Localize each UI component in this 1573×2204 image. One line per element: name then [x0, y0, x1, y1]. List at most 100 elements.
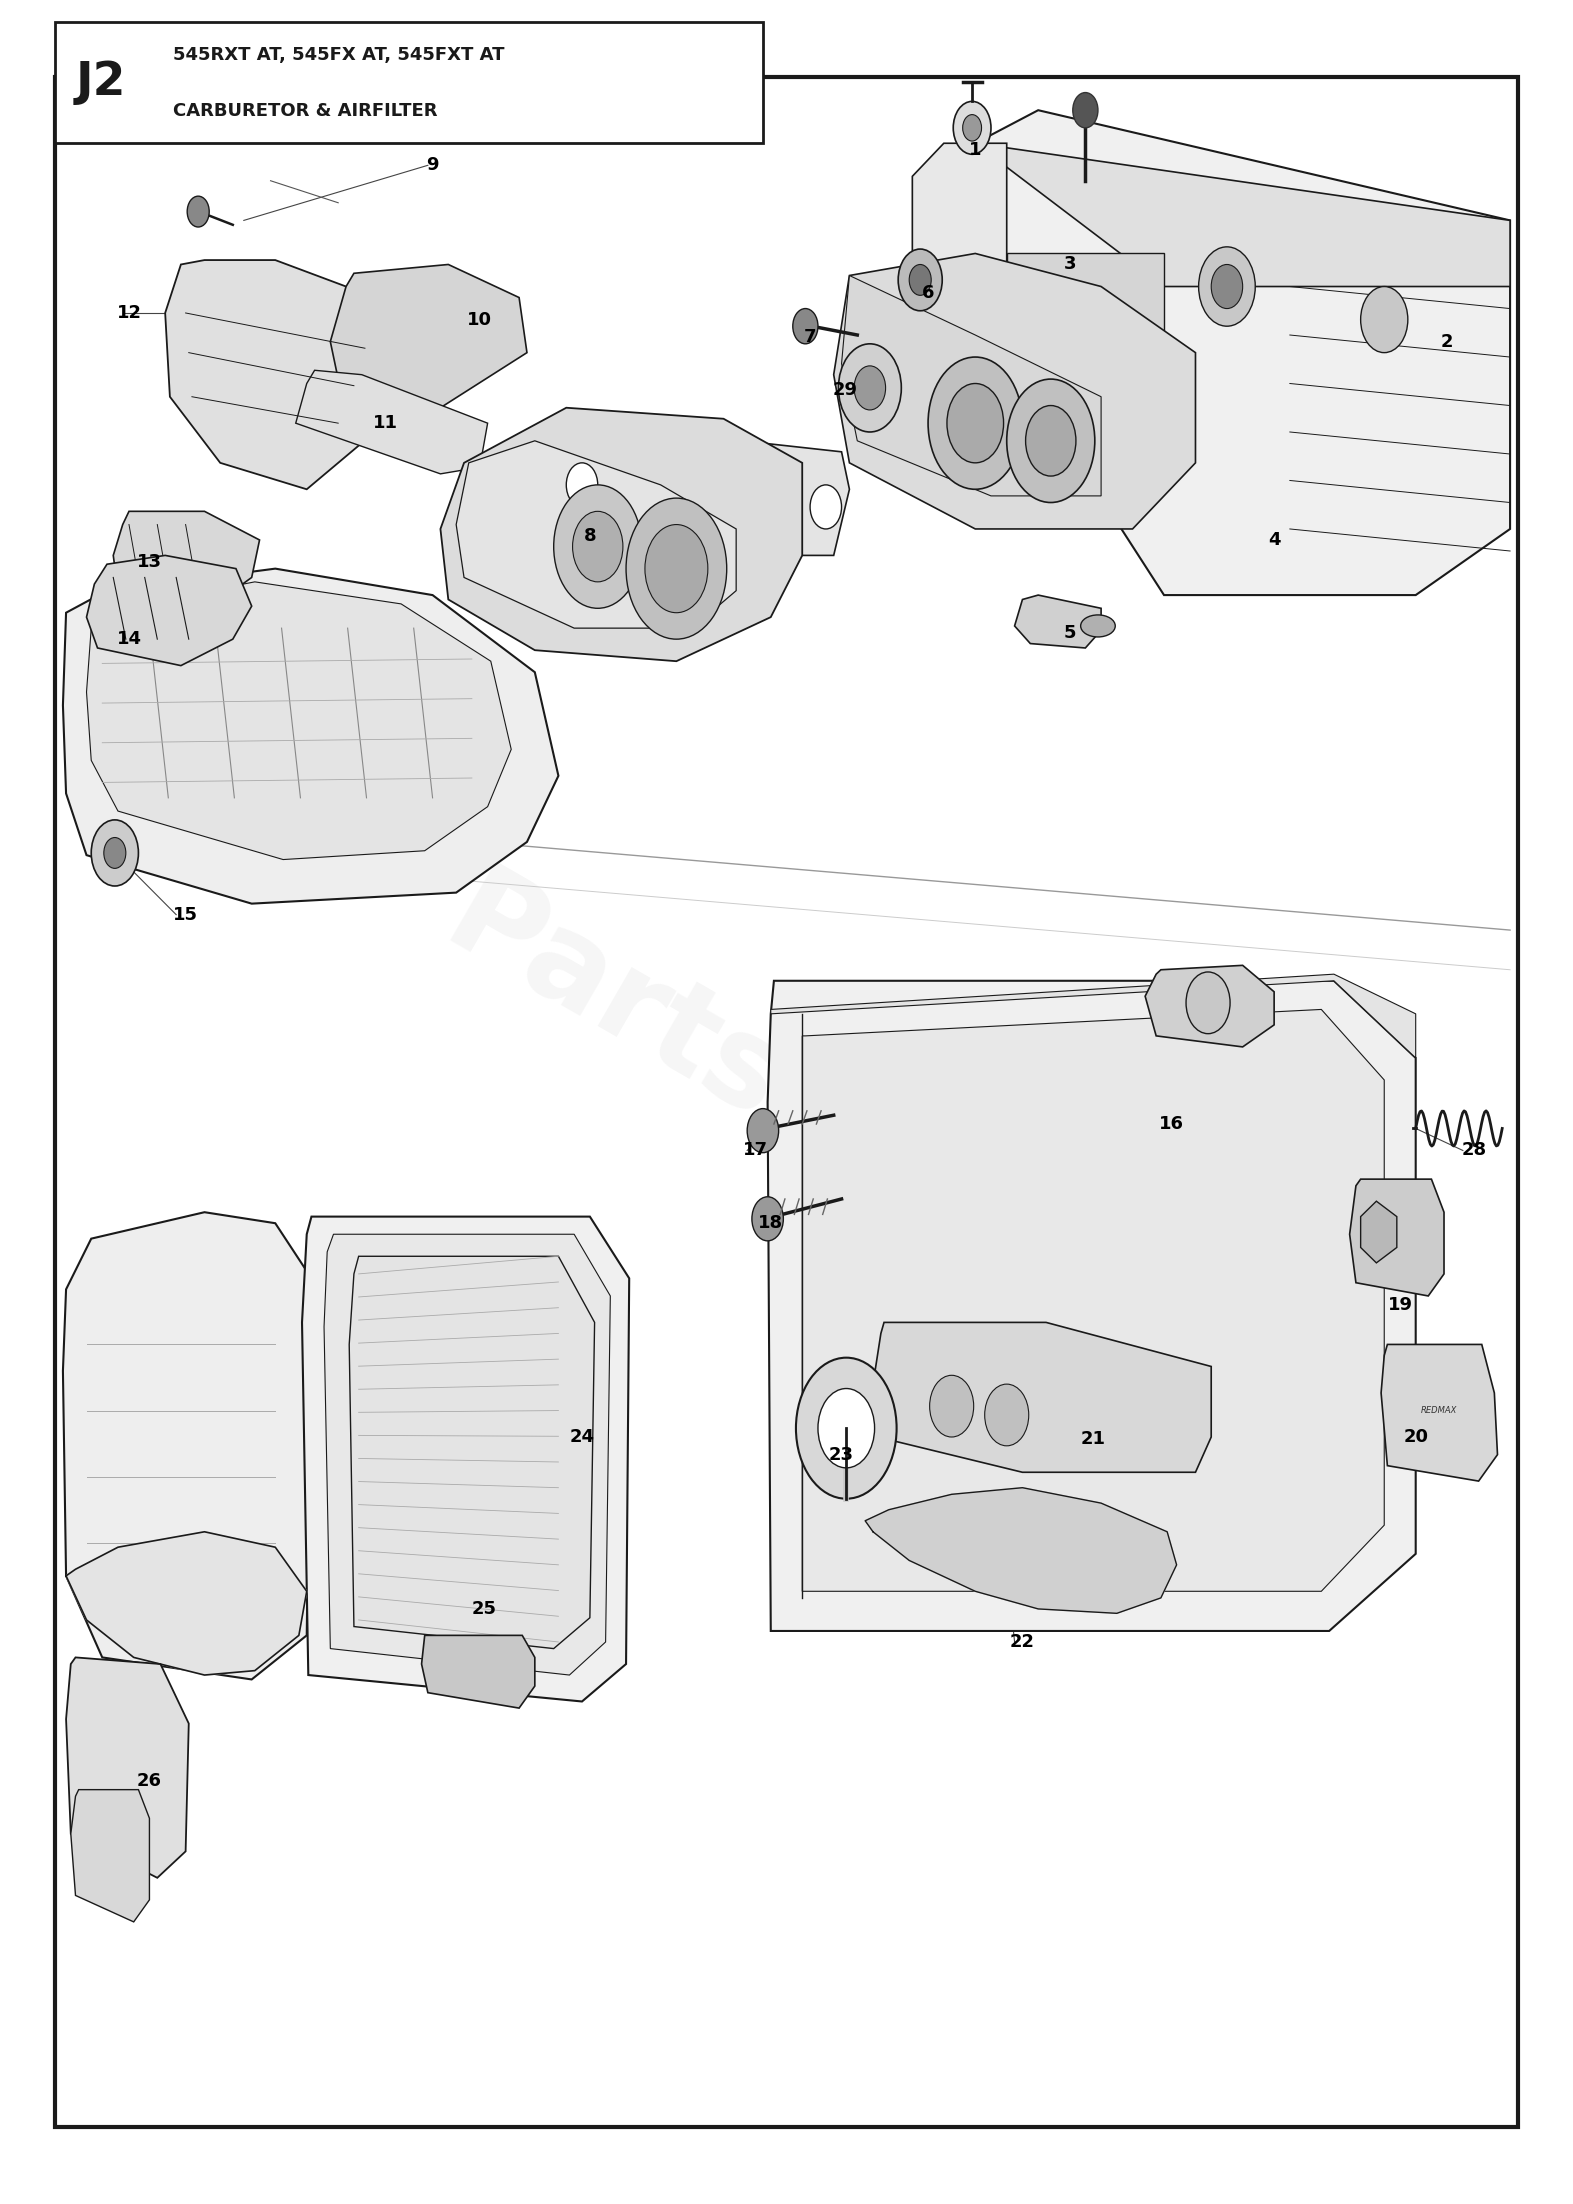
- Circle shape: [1199, 247, 1255, 326]
- Text: 7: 7: [804, 328, 816, 346]
- Circle shape: [626, 498, 727, 639]
- Polygon shape: [87, 582, 511, 860]
- Circle shape: [1361, 287, 1408, 353]
- Text: 16: 16: [1159, 1115, 1184, 1133]
- Circle shape: [928, 357, 1022, 489]
- Polygon shape: [802, 1009, 1384, 1591]
- Polygon shape: [873, 1322, 1211, 1472]
- Text: 545RXT AT, 545FX AT, 545FXT AT: 545RXT AT, 545FX AT, 545FXT AT: [173, 46, 505, 64]
- Polygon shape: [296, 370, 488, 474]
- Text: 19: 19: [1387, 1296, 1413, 1314]
- Text: 6: 6: [922, 284, 934, 302]
- Circle shape: [1186, 972, 1230, 1034]
- Circle shape: [1073, 93, 1098, 128]
- Polygon shape: [1015, 595, 1101, 648]
- Polygon shape: [302, 1217, 629, 1701]
- Text: 17: 17: [742, 1142, 768, 1159]
- Polygon shape: [865, 1488, 1177, 1613]
- Polygon shape: [113, 511, 260, 606]
- Polygon shape: [768, 981, 1416, 1631]
- Polygon shape: [456, 441, 736, 628]
- Polygon shape: [1381, 1344, 1497, 1481]
- Polygon shape: [975, 143, 1510, 287]
- Polygon shape: [63, 569, 558, 904]
- Circle shape: [898, 249, 942, 311]
- Polygon shape: [842, 276, 1101, 496]
- Circle shape: [104, 838, 126, 868]
- Circle shape: [818, 1389, 875, 1468]
- Circle shape: [91, 820, 138, 886]
- Polygon shape: [422, 1635, 535, 1708]
- Circle shape: [554, 485, 642, 608]
- Circle shape: [930, 1375, 974, 1437]
- Text: 5: 5: [1063, 624, 1076, 641]
- Polygon shape: [1145, 965, 1274, 1047]
- Bar: [55, 22, 763, 143]
- Polygon shape: [66, 1532, 307, 1675]
- Circle shape: [793, 309, 818, 344]
- Text: 24: 24: [569, 1428, 595, 1446]
- Polygon shape: [771, 974, 1416, 1058]
- Polygon shape: [87, 555, 252, 666]
- Polygon shape: [440, 408, 802, 661]
- Text: 29: 29: [832, 381, 857, 399]
- Polygon shape: [834, 253, 1195, 529]
- Circle shape: [566, 463, 598, 507]
- Text: 10: 10: [467, 311, 492, 328]
- Text: J2: J2: [76, 60, 126, 106]
- Circle shape: [838, 344, 901, 432]
- Text: 4: 4: [1268, 531, 1280, 549]
- Text: 3: 3: [1063, 256, 1076, 273]
- Text: 11: 11: [373, 414, 398, 432]
- Text: CARBURETOR & AIRFILTER: CARBURETOR & AIRFILTER: [173, 101, 437, 119]
- Text: 9: 9: [426, 156, 439, 174]
- Circle shape: [796, 1358, 897, 1499]
- Text: 26: 26: [137, 1772, 162, 1790]
- Text: 12: 12: [116, 304, 142, 322]
- Circle shape: [963, 115, 982, 141]
- Polygon shape: [543, 423, 849, 555]
- Polygon shape: [349, 1256, 595, 1649]
- Circle shape: [645, 525, 708, 613]
- Polygon shape: [912, 143, 1007, 353]
- Text: 15: 15: [173, 906, 198, 923]
- Polygon shape: [1007, 253, 1164, 397]
- Ellipse shape: [1081, 615, 1115, 637]
- Circle shape: [1026, 406, 1076, 476]
- Polygon shape: [944, 110, 1510, 595]
- Text: 20: 20: [1403, 1428, 1428, 1446]
- Circle shape: [854, 366, 886, 410]
- Circle shape: [985, 1384, 1029, 1446]
- Text: 2: 2: [1441, 333, 1453, 350]
- Text: 13: 13: [137, 553, 162, 571]
- Text: PartsCabin: PartsCabin: [425, 857, 1148, 1347]
- Text: 14: 14: [116, 630, 142, 648]
- Text: 8: 8: [584, 527, 596, 544]
- Circle shape: [947, 383, 1004, 463]
- Circle shape: [747, 1109, 779, 1153]
- Polygon shape: [330, 264, 527, 408]
- Circle shape: [953, 101, 991, 154]
- Text: 21: 21: [1081, 1430, 1106, 1448]
- Polygon shape: [1361, 1201, 1397, 1263]
- Text: REDMAX: REDMAX: [1420, 1406, 1458, 1415]
- Polygon shape: [71, 1790, 149, 1922]
- Circle shape: [810, 485, 842, 529]
- Text: 28: 28: [1461, 1142, 1486, 1159]
- Circle shape: [752, 1197, 783, 1241]
- Text: 25: 25: [472, 1600, 497, 1618]
- Polygon shape: [165, 260, 385, 489]
- Polygon shape: [66, 1657, 189, 1878]
- Text: 23: 23: [829, 1446, 854, 1463]
- Polygon shape: [324, 1234, 610, 1675]
- Circle shape: [1211, 264, 1243, 309]
- Text: 18: 18: [758, 1214, 783, 1232]
- Circle shape: [909, 264, 931, 295]
- Polygon shape: [63, 1212, 311, 1679]
- Text: 22: 22: [1010, 1633, 1035, 1651]
- Circle shape: [187, 196, 209, 227]
- Circle shape: [573, 511, 623, 582]
- Polygon shape: [1350, 1179, 1444, 1296]
- Text: 1: 1: [969, 141, 982, 159]
- Ellipse shape: [613, 447, 786, 531]
